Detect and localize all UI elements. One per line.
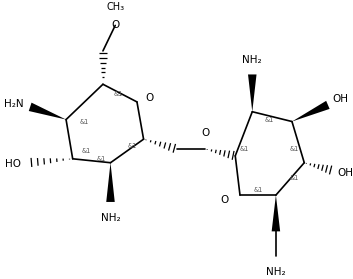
- Text: &1: &1: [290, 146, 299, 152]
- Text: O: O: [145, 93, 154, 103]
- Text: O: O: [111, 20, 119, 30]
- Polygon shape: [106, 163, 115, 202]
- Polygon shape: [272, 195, 280, 231]
- Polygon shape: [29, 103, 66, 120]
- Text: HO: HO: [5, 159, 21, 169]
- Text: &1: &1: [79, 119, 89, 124]
- Text: NH₂: NH₂: [101, 213, 120, 223]
- Text: OH: OH: [333, 94, 349, 104]
- Text: NH₂: NH₂: [243, 55, 262, 65]
- Text: O: O: [220, 195, 229, 205]
- Text: &1: &1: [264, 117, 274, 122]
- Text: H₂N: H₂N: [4, 99, 24, 109]
- Text: &1: &1: [253, 187, 263, 193]
- Text: NH₂: NH₂: [266, 267, 286, 277]
- Text: &1: &1: [113, 91, 122, 97]
- Text: &1: &1: [128, 143, 137, 149]
- Text: &1: &1: [290, 175, 299, 181]
- Text: &1: &1: [96, 156, 106, 162]
- Text: O: O: [201, 128, 209, 138]
- Polygon shape: [248, 74, 257, 112]
- Text: OH: OH: [337, 167, 353, 177]
- Polygon shape: [292, 101, 330, 122]
- Text: CH₃: CH₃: [106, 2, 124, 12]
- Text: &1: &1: [240, 146, 249, 152]
- Text: &1: &1: [81, 148, 90, 154]
